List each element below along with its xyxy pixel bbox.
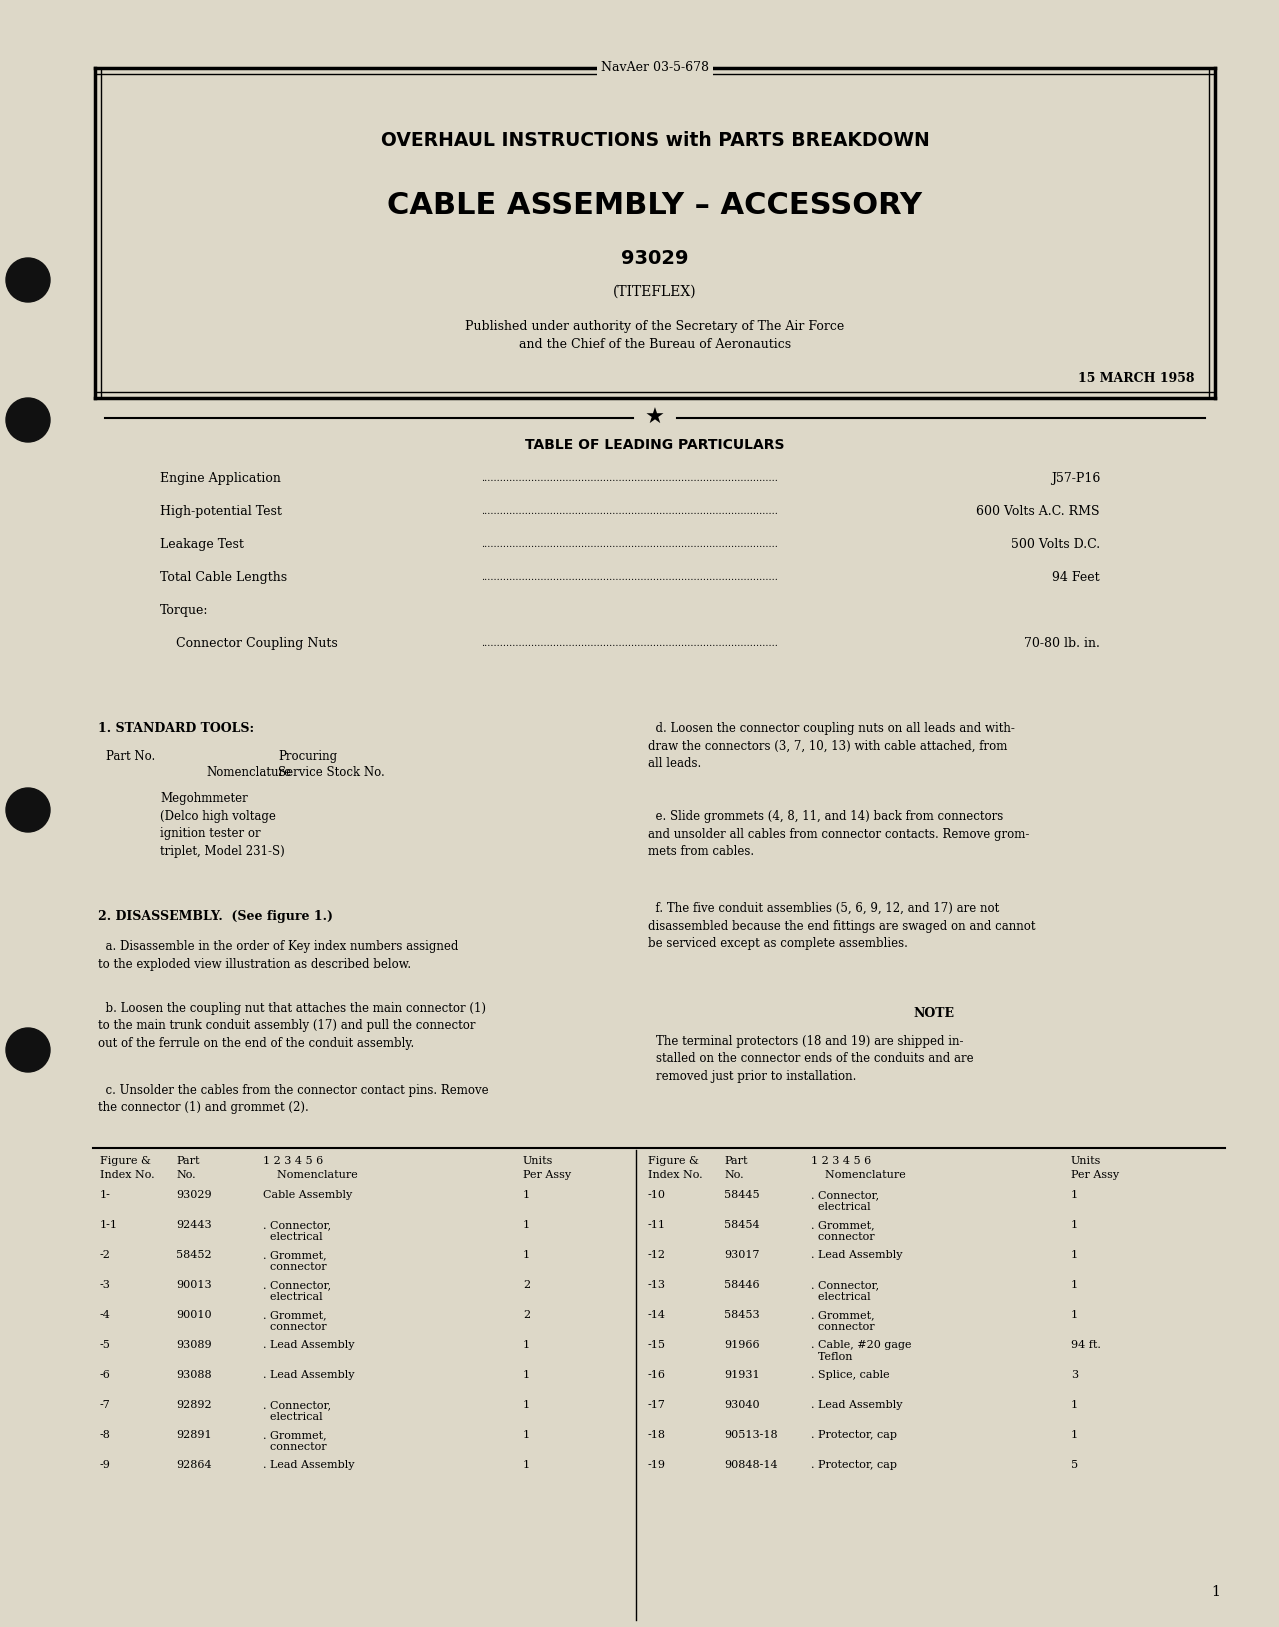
Text: Figure &: Figure & [100,1157,151,1167]
Text: 2. DISASSEMBLY.  (See figure 1.): 2. DISASSEMBLY. (See figure 1.) [98,909,333,923]
Text: 1: 1 [1071,1250,1078,1259]
Text: . Protector, cap: . Protector, cap [811,1459,897,1471]
Text: . Lead Assembly: . Lead Assembly [811,1250,903,1259]
Text: f. The five conduit assemblies (5, 6, 9, 12, and 17) are not
disassembled becaus: f. The five conduit assemblies (5, 6, 9,… [648,901,1036,950]
Text: 1: 1 [523,1370,530,1380]
Text: 1 2 3 4 5 6: 1 2 3 4 5 6 [263,1157,324,1167]
Text: Units: Units [523,1157,554,1167]
Text: 58454: 58454 [724,1220,760,1230]
Text: Nomenclature: Nomenclature [811,1170,906,1180]
Circle shape [6,1028,50,1072]
Text: 90013: 90013 [177,1280,211,1290]
Text: Units: Units [1071,1157,1101,1167]
Text: ................................................................................: ........................................… [482,473,779,483]
Text: -11: -11 [648,1220,666,1230]
Text: 58453: 58453 [724,1310,760,1319]
Text: . Grommet,
  connector: . Grommet, connector [811,1220,875,1243]
Text: ................................................................................: ........................................… [482,506,779,516]
Text: ................................................................................: ........................................… [482,540,779,548]
Text: 93040: 93040 [724,1399,760,1411]
Text: 91931: 91931 [724,1370,760,1380]
Text: 94 Feet: 94 Feet [1053,571,1100,584]
Text: (TITEFLEX): (TITEFLEX) [613,285,697,299]
Text: Part: Part [177,1157,200,1167]
Circle shape [6,787,50,831]
Text: . Connector,
  electrical: . Connector, electrical [263,1399,331,1422]
Text: Part: Part [724,1157,747,1167]
Text: 93089: 93089 [177,1341,211,1350]
Text: . Connector,
  electrical: . Connector, electrical [263,1220,331,1243]
Text: 94 ft.: 94 ft. [1071,1341,1101,1350]
Text: . Connector,
  electrical: . Connector, electrical [811,1280,879,1302]
Text: 5: 5 [1071,1459,1078,1471]
Text: . Splice, cable: . Splice, cable [811,1370,890,1380]
Text: Per Assy: Per Assy [1071,1170,1119,1180]
Text: CABLE ASSEMBLY – ACCESSORY: CABLE ASSEMBLY – ACCESSORY [388,190,922,220]
Text: 90848-14: 90848-14 [724,1459,778,1471]
Text: Published under authority of the Secretary of The Air Force
and the Chief of the: Published under authority of the Secreta… [466,319,844,350]
Text: 1: 1 [1071,1310,1078,1319]
Text: . Lead Assembly: . Lead Assembly [263,1341,354,1350]
Text: 93029: 93029 [177,1189,211,1201]
Text: 1: 1 [523,1341,530,1350]
Text: 15 MARCH 1958: 15 MARCH 1958 [1078,371,1195,384]
Text: Nomenclature: Nomenclature [206,766,292,779]
Text: 2: 2 [523,1280,530,1290]
Text: . Protector, cap: . Protector, cap [811,1430,897,1440]
Text: 1: 1 [1071,1399,1078,1411]
Text: -15: -15 [648,1341,666,1350]
Text: J57-P16: J57-P16 [1050,472,1100,485]
Text: 92864: 92864 [177,1459,211,1471]
Text: 1. STANDARD TOOLS:: 1. STANDARD TOOLS: [98,722,255,735]
Text: NOTE: NOTE [913,1007,954,1020]
Text: ................................................................................: ........................................… [482,573,779,581]
Text: 1: 1 [523,1459,530,1471]
Text: Cable Assembly: Cable Assembly [263,1189,352,1201]
Text: 92891: 92891 [177,1430,211,1440]
Text: 600 Volts A.C. RMS: 600 Volts A.C. RMS [976,504,1100,517]
Text: Engine Application: Engine Application [160,472,281,485]
Text: -12: -12 [648,1250,666,1259]
Text: Torque:: Torque: [160,604,208,617]
Text: b. Loosen the coupling nut that attaches the main connector (1)
to the main trun: b. Loosen the coupling nut that attaches… [98,1002,486,1049]
Text: . Grommet,
  connector: . Grommet, connector [811,1310,875,1333]
Text: -19: -19 [648,1459,666,1471]
Text: The terminal protectors (18 and 19) are shipped in-
stalled on the connector end: The terminal protectors (18 and 19) are … [656,1035,973,1084]
Text: No.: No. [177,1170,196,1180]
Text: Megohmmeter
(Delco high voltage
ignition tester or
triplet, Model 231-S): Megohmmeter (Delco high voltage ignition… [160,792,285,857]
Text: -7: -7 [100,1399,111,1411]
Text: -10: -10 [648,1189,666,1201]
Text: Index No.: Index No. [648,1170,702,1180]
Text: 1: 1 [523,1220,530,1230]
Text: 91966: 91966 [724,1341,760,1350]
Text: . Lead Assembly: . Lead Assembly [263,1370,354,1380]
Text: . Lead Assembly: . Lead Assembly [811,1399,903,1411]
Text: 1: 1 [1071,1220,1078,1230]
Text: No.: No. [724,1170,743,1180]
Text: 500 Volts D.C.: 500 Volts D.C. [1010,537,1100,550]
Text: 90010: 90010 [177,1310,211,1319]
Text: -2: -2 [100,1250,111,1259]
Text: TABLE OF LEADING PARTICULARS: TABLE OF LEADING PARTICULARS [526,438,785,452]
Text: -8: -8 [100,1430,111,1440]
Text: ★: ★ [645,408,665,428]
Text: 1-1: 1-1 [100,1220,118,1230]
Text: 58452: 58452 [177,1250,211,1259]
Text: 1: 1 [523,1189,530,1201]
Text: Per Assy: Per Assy [523,1170,572,1180]
Text: ................................................................................: ........................................… [482,638,779,648]
Text: 93088: 93088 [177,1370,211,1380]
Text: . Grommet,
  connector: . Grommet, connector [263,1430,326,1453]
Text: 1-: 1- [100,1189,111,1201]
Text: 92892: 92892 [177,1399,211,1411]
Text: -9: -9 [100,1459,111,1471]
Text: 2: 2 [523,1310,530,1319]
Text: . Cable, #20 gage
  Teflon: . Cable, #20 gage Teflon [811,1341,912,1362]
Text: -4: -4 [100,1310,111,1319]
Text: . Connector,
  electrical: . Connector, electrical [811,1189,879,1212]
Text: Part No.: Part No. [106,750,155,763]
Text: 1: 1 [1071,1189,1078,1201]
Text: . Lead Assembly: . Lead Assembly [263,1459,354,1471]
Text: a. Disassemble in the order of Key index numbers assigned
to the exploded view i: a. Disassemble in the order of Key index… [98,940,458,970]
Text: 93017: 93017 [724,1250,760,1259]
